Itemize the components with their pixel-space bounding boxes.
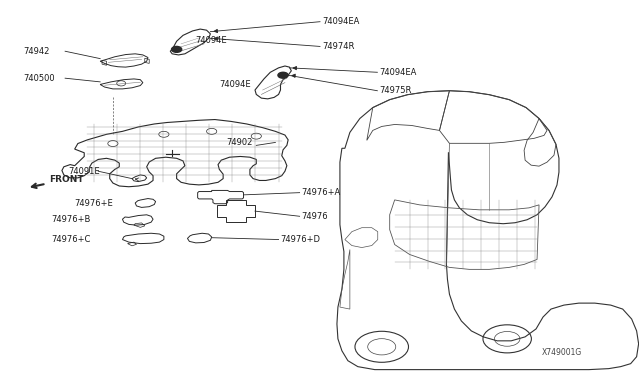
Text: 74976+D: 74976+D (280, 235, 320, 244)
Text: 74976+C: 74976+C (51, 235, 91, 244)
Text: 74091E: 74091E (68, 167, 100, 176)
Text: 74976+E: 74976+E (74, 199, 113, 208)
Text: 74094EA: 74094EA (380, 68, 417, 77)
Text: 74976+A: 74976+A (301, 188, 340, 197)
Text: 74975R: 74975R (380, 86, 412, 95)
Text: 74976: 74976 (301, 212, 328, 221)
Text: 74976+B: 74976+B (51, 215, 91, 224)
Text: 74094E: 74094E (196, 36, 227, 45)
Text: FRONT: FRONT (32, 175, 84, 188)
Text: 74974R: 74974R (322, 42, 355, 51)
Text: 740500: 740500 (24, 74, 55, 83)
Circle shape (172, 46, 182, 52)
Text: 74094E: 74094E (220, 80, 251, 89)
Circle shape (278, 72, 288, 78)
Text: 74094EA: 74094EA (322, 17, 359, 26)
Text: X749001G: X749001G (541, 349, 582, 357)
Text: 74902: 74902 (227, 138, 253, 147)
Text: 74942: 74942 (24, 47, 50, 56)
